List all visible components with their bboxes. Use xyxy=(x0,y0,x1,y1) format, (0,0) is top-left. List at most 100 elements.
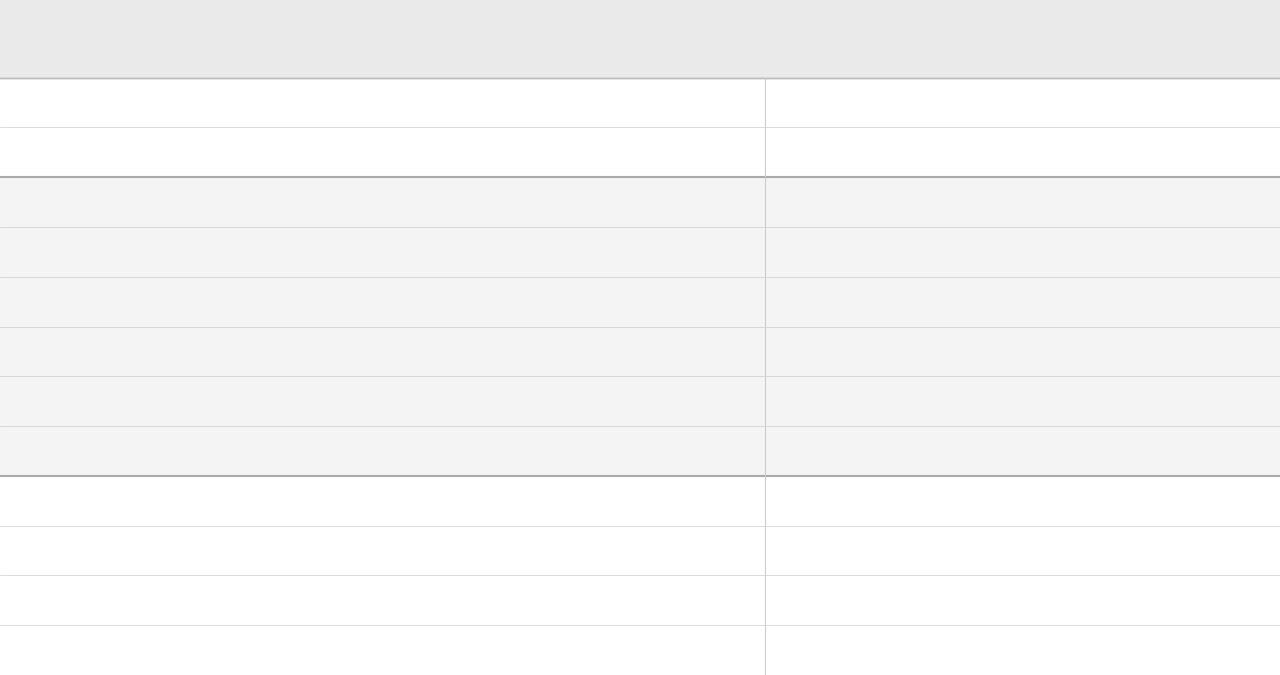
Text: 62.7: 62.7 xyxy=(500,345,527,358)
Polygon shape xyxy=(924,290,940,314)
Bar xyxy=(228,92,251,113)
Bar xyxy=(832,142,945,162)
Polygon shape xyxy=(908,539,923,562)
Bar xyxy=(538,541,608,560)
Text: 46.6: 46.6 xyxy=(500,544,527,557)
Polygon shape xyxy=(929,190,945,214)
Polygon shape xyxy=(986,240,1001,264)
Polygon shape xyxy=(887,389,902,413)
Text: Overall: Overall xyxy=(23,96,70,109)
Text: 69.4: 69.4 xyxy=(500,643,527,657)
Text: + 5.6: + 5.6 xyxy=(950,594,987,607)
Polygon shape xyxy=(616,90,631,115)
Bar xyxy=(538,92,616,113)
Text: 59.9: 59.9 xyxy=(796,196,822,209)
Bar xyxy=(832,441,901,461)
Bar xyxy=(832,541,908,560)
Text: 42.1: 42.1 xyxy=(795,494,822,508)
Text: Segment: Segment xyxy=(125,44,182,57)
Text: + 6.0: + 6.0 xyxy=(662,146,699,159)
Polygon shape xyxy=(589,489,604,513)
Text: 67.1: 67.1 xyxy=(795,643,822,657)
Bar xyxy=(832,491,882,511)
Text: + 5.8: + 5.8 xyxy=(658,345,695,358)
Text: + 6.3: + 6.3 xyxy=(667,245,704,259)
Text: + 4.6: + 4.6 xyxy=(637,594,675,607)
Text: + 8.8: + 8.8 xyxy=(710,643,748,657)
Text: 63.4: 63.4 xyxy=(502,196,527,209)
Polygon shape xyxy=(613,290,628,314)
Text: + 7.8: + 7.8 xyxy=(987,345,1024,358)
Polygon shape xyxy=(617,589,632,612)
Polygon shape xyxy=(980,638,996,662)
Text: Campaign Idea 1: Campaign Idea 1 xyxy=(259,594,360,607)
Text: + 4.0: + 4.0 xyxy=(922,444,959,458)
Bar xyxy=(228,639,251,661)
Text: Overall: Overall xyxy=(125,96,168,109)
Text: + 4.5: + 4.5 xyxy=(931,96,968,109)
Bar xyxy=(228,241,251,263)
Polygon shape xyxy=(608,539,623,562)
Text: + 3.2: + 3.2 xyxy=(908,395,945,408)
Text: 55+: 55+ xyxy=(125,395,150,408)
Polygon shape xyxy=(910,90,925,115)
Bar xyxy=(538,292,613,312)
Text: 54.5: 54.5 xyxy=(796,96,822,109)
Bar xyxy=(538,491,590,511)
Text: + 6.5: + 6.5 xyxy=(965,146,1002,159)
Bar xyxy=(228,490,251,512)
Polygon shape xyxy=(690,638,705,662)
Text: 35-54: 35-54 xyxy=(125,295,160,308)
Bar xyxy=(832,591,929,610)
Text: 57.9: 57.9 xyxy=(502,96,527,109)
Text: Campaign Idea 2: Campaign Idea 2 xyxy=(259,544,360,557)
Text: Campaign Idea 1: Campaign Idea 1 xyxy=(259,395,360,408)
Bar xyxy=(832,92,910,113)
Text: 62.7: 62.7 xyxy=(500,295,527,308)
Text: High
Consumption: High Consumption xyxy=(125,586,204,615)
Text: + 3.0: + 3.0 xyxy=(609,494,648,508)
Text: 57.9: 57.9 xyxy=(502,146,527,159)
Bar xyxy=(228,440,251,462)
Bar xyxy=(228,291,251,313)
Bar xyxy=(228,340,251,362)
Text: Content: Content xyxy=(228,44,278,57)
Text: 50.1: 50.1 xyxy=(502,395,527,408)
Text: Campaign Idea 2: Campaign Idea 2 xyxy=(259,643,360,657)
Polygon shape xyxy=(595,389,611,413)
Text: 45.6: 45.6 xyxy=(796,444,822,458)
Text: 45.6: 45.6 xyxy=(796,395,822,408)
Bar xyxy=(538,441,643,461)
Text: + 8.9: + 8.9 xyxy=(1006,245,1043,259)
Bar xyxy=(538,242,646,262)
Text: 42.1: 42.1 xyxy=(795,544,822,557)
Bar xyxy=(228,191,251,213)
Text: 61.4: 61.4 xyxy=(795,345,822,358)
Text: Under 35: Under 35 xyxy=(125,196,179,209)
Bar xyxy=(228,589,251,612)
Text: + 4.1: + 4.1 xyxy=(628,544,666,557)
Text: 54.5: 54.5 xyxy=(796,146,822,159)
Text: 50.1: 50.1 xyxy=(502,444,527,458)
Text: Campaign Idea 1: Campaign Idea 1 xyxy=(259,96,360,109)
Text: Campaign Idea 2: Campaign Idea 2 xyxy=(259,146,360,159)
Polygon shape xyxy=(646,240,662,264)
Text: + 3.3: + 3.3 xyxy=(616,395,652,408)
Polygon shape xyxy=(966,340,982,363)
Polygon shape xyxy=(901,439,916,463)
Bar xyxy=(228,141,251,163)
Bar xyxy=(832,392,887,411)
Polygon shape xyxy=(637,340,653,363)
Polygon shape xyxy=(641,140,657,164)
Bar xyxy=(538,392,595,411)
Text: 61.4: 61.4 xyxy=(795,295,822,308)
Bar xyxy=(832,342,966,361)
Polygon shape xyxy=(618,190,634,214)
Bar xyxy=(832,640,980,660)
Text: + 5.6: + 5.6 xyxy=(950,196,987,209)
Text: Campaign Idea 1: Campaign Idea 1 xyxy=(259,494,360,508)
Text: Breakdown: Breakdown xyxy=(23,44,93,57)
Text: Low
Consumption: Low Consumption xyxy=(125,486,204,515)
Text: Campaign Idea 2: Campaign Idea 2 xyxy=(259,245,360,259)
Text: Campaign Idea 1: Campaign Idea 1 xyxy=(259,295,360,308)
